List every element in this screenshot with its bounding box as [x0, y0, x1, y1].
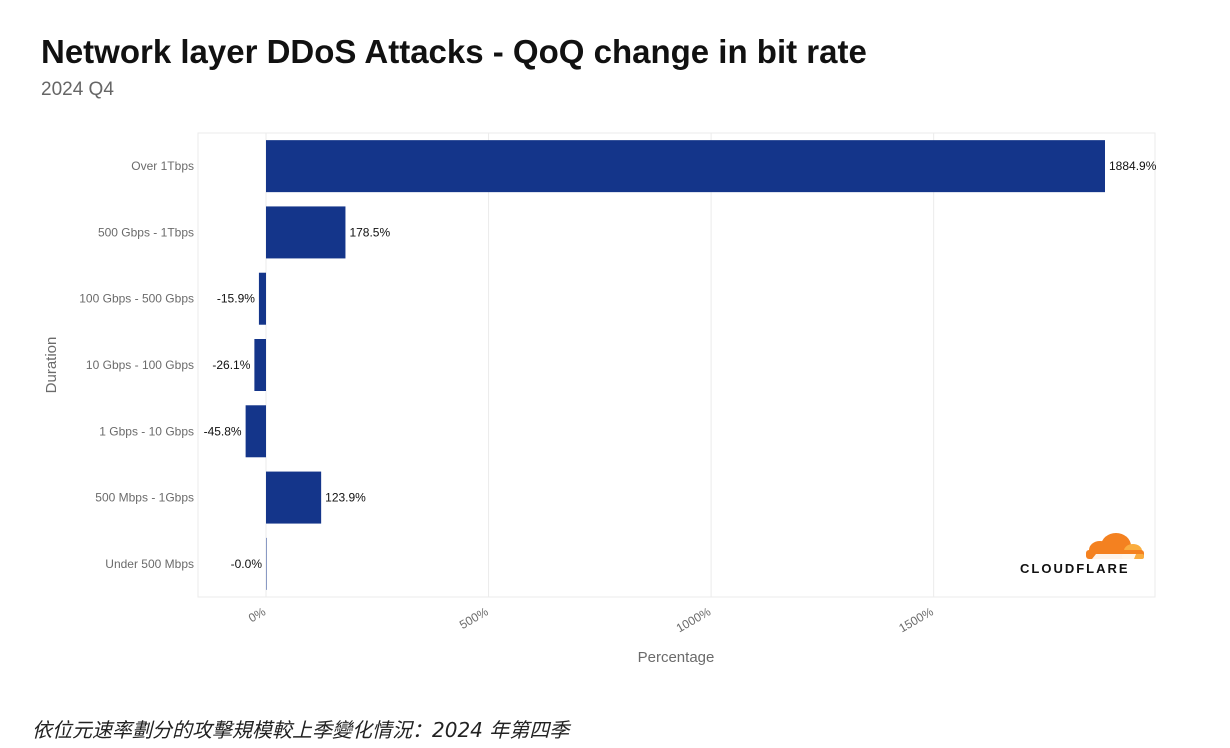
plot-area: [197, 132, 1156, 598]
chart-subtitle: 2024 Q4: [41, 79, 114, 100]
data-label: 123.9%: [325, 491, 366, 505]
x-tick-label: 1000%: [674, 604, 714, 635]
x-axis-title: Percentage: [638, 649, 715, 666]
bar: [266, 206, 346, 259]
bar: [254, 339, 266, 391]
bar: [245, 405, 266, 458]
category-label: 1 Gbps - 10 Gbps: [99, 424, 194, 438]
category-label: Under 500 Mbps: [105, 557, 194, 571]
data-label: -0.0%: [231, 557, 263, 571]
data-label: -26.1%: [212, 358, 250, 372]
cloudflare-cloud-icon: [1086, 533, 1144, 559]
category-label: 500 Gbps - 1Tbps: [98, 225, 194, 239]
cloudflare-logo: CLOUDFLARE: [1016, 528, 1148, 578]
data-label: 1884.9%: [1109, 159, 1157, 173]
bar: [266, 140, 1105, 193]
bar-chart: Over 1Tbps 500 Gbps - 1Tbps 100 Gbps - 500…: [43, 132, 1157, 666]
bar: [258, 272, 266, 325]
data-label: 178.5%: [349, 225, 390, 239]
y-axis-title: Duration: [43, 337, 60, 394]
bar: [266, 471, 322, 524]
data-label: -45.8%: [204, 424, 242, 438]
category-label: 500 Mbps - 1Gbps: [95, 491, 194, 505]
category-label: Over 1Tbps: [131, 159, 194, 173]
x-tick-label: 0%: [246, 604, 268, 625]
chart-title: Network layer DDoS Attacks - QoQ change …: [41, 33, 867, 70]
x-tick-label: 1500%: [896, 604, 936, 635]
bar: [266, 537, 267, 590]
figure-caption: 依位元速率劃分的攻擊規模較上季變化情況：2024 年第四季: [32, 718, 570, 742]
category-label: 10 Gbps - 100 Gbps: [86, 358, 194, 372]
category-label: 100 Gbps - 500 Gbps: [79, 292, 194, 306]
data-label: -15.9%: [217, 292, 255, 306]
x-tick-label: 500%: [457, 604, 491, 632]
cloudflare-logo-text: CLOUDFLARE: [1020, 561, 1130, 576]
